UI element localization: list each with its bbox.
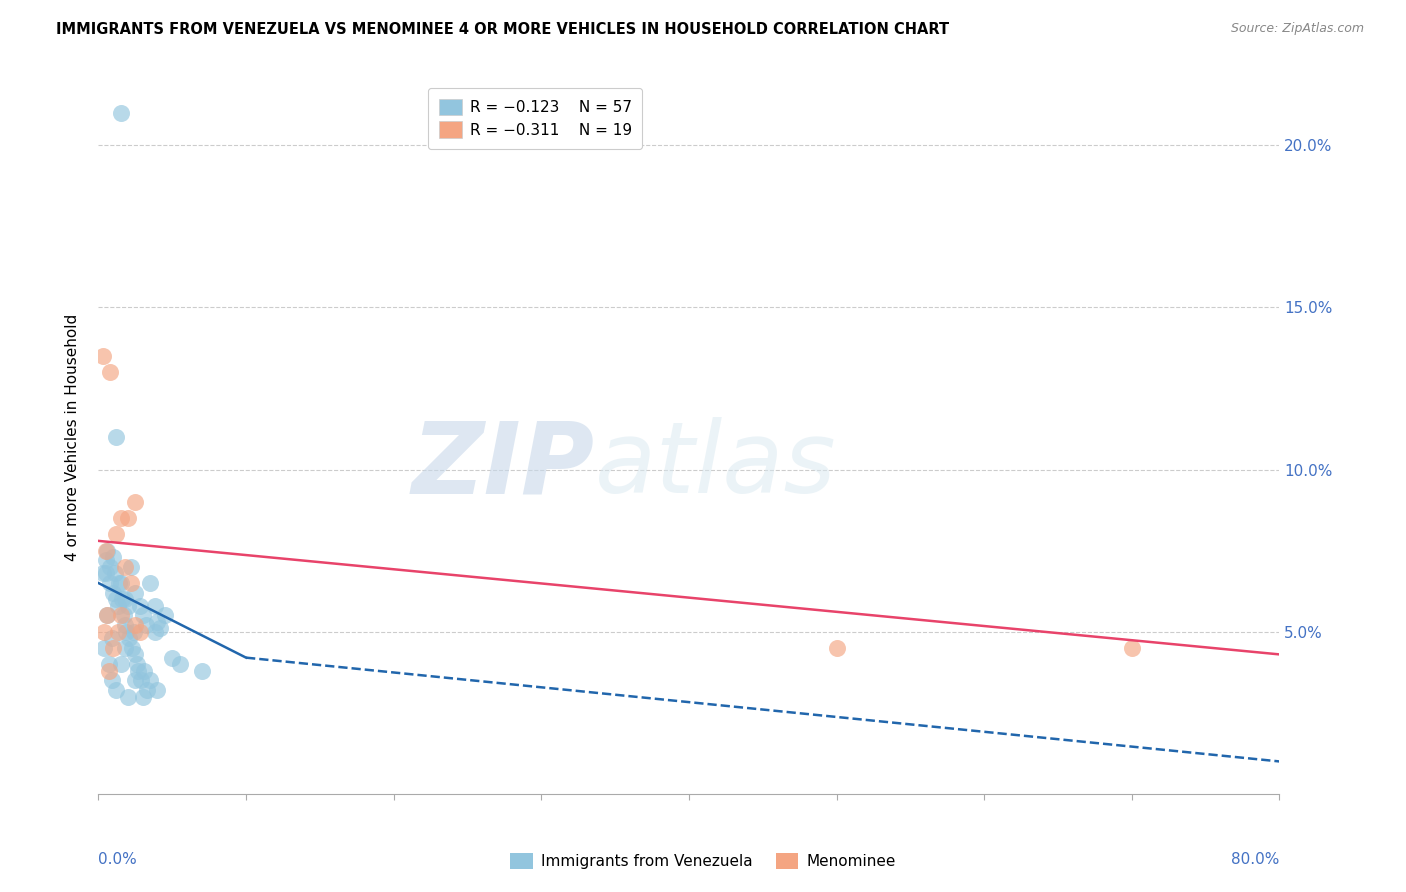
Point — [96, 543, 118, 558]
Point — [100, 631, 122, 645]
Point — [149, 622, 172, 636]
Point — [136, 683, 159, 698]
Text: IMMIGRANTS FROM VENEZUELA VS MENOMINEE 4 OR MORE VEHICLES IN HOUSEHOLD CORRELATI: IMMIGRANTS FROM VENEZUELA VS MENOMINEE 4… — [56, 22, 949, 37]
Text: 0.0%: 0.0% — [98, 852, 138, 867]
Point — [112, 608, 135, 623]
Point — [117, 511, 139, 525]
Point — [107, 624, 129, 639]
Point — [128, 624, 150, 639]
Point — [124, 586, 146, 600]
Point — [132, 608, 155, 623]
Legend: R = −0.123    N = 57, R = −0.311    N = 19: R = −0.123 N = 57, R = −0.311 N = 19 — [429, 88, 643, 149]
Point — [105, 527, 128, 541]
Y-axis label: 4 or more Vehicles in Household: 4 or more Vehicles in Household — [65, 313, 80, 561]
Point — [124, 618, 146, 632]
Point — [100, 673, 122, 688]
Point — [98, 365, 121, 379]
Point — [107, 599, 129, 613]
Point — [94, 543, 117, 558]
Point — [1121, 640, 1143, 655]
Point — [96, 608, 118, 623]
Point — [91, 566, 114, 581]
Point — [105, 683, 128, 698]
Point — [97, 664, 120, 678]
Point — [117, 599, 139, 613]
Point — [93, 640, 115, 655]
Point — [94, 553, 117, 567]
Point — [139, 576, 162, 591]
Point — [117, 690, 139, 704]
Point — [134, 664, 156, 678]
Point — [162, 650, 183, 665]
Point — [96, 608, 118, 623]
Point — [127, 664, 149, 678]
Point — [105, 592, 128, 607]
Point — [122, 624, 145, 639]
Point — [124, 673, 146, 688]
Point — [153, 608, 176, 623]
Point — [132, 690, 155, 704]
Point — [146, 615, 169, 629]
Text: Source: ZipAtlas.com: Source: ZipAtlas.com — [1230, 22, 1364, 36]
Point — [135, 618, 157, 632]
Point — [110, 608, 132, 623]
Point — [105, 430, 128, 444]
Point — [125, 657, 148, 672]
Point — [103, 550, 125, 565]
Point — [110, 105, 132, 120]
Point — [118, 631, 141, 645]
Text: ZIP: ZIP — [412, 417, 595, 514]
Point — [124, 648, 146, 662]
Point — [110, 576, 132, 591]
Point — [108, 576, 131, 591]
Point — [97, 657, 120, 672]
Point — [120, 559, 142, 574]
Point — [128, 599, 150, 613]
Point — [121, 640, 143, 655]
Point — [124, 495, 146, 509]
Point — [169, 657, 191, 672]
Point — [129, 673, 152, 688]
Point — [191, 664, 214, 678]
Point — [111, 592, 134, 607]
Point — [91, 349, 114, 363]
Point — [143, 624, 166, 639]
Point — [143, 599, 166, 613]
Point — [103, 586, 125, 600]
Legend: Immigrants from Venezuela, Menominee: Immigrants from Venezuela, Menominee — [505, 847, 901, 875]
Text: 80.0%: 80.0% — [1232, 852, 1279, 867]
Point — [120, 576, 142, 591]
Point — [114, 640, 136, 655]
Point — [825, 640, 848, 655]
Point — [110, 657, 132, 672]
Point — [98, 576, 121, 591]
Point — [98, 559, 121, 574]
Point — [114, 618, 136, 632]
Point — [146, 683, 169, 698]
Point — [139, 673, 162, 688]
Point — [94, 566, 117, 581]
Point — [114, 592, 136, 607]
Point — [103, 640, 125, 655]
Point — [93, 624, 115, 639]
Point — [115, 624, 138, 639]
Text: atlas: atlas — [595, 417, 837, 514]
Point — [110, 511, 132, 525]
Point — [114, 559, 136, 574]
Point — [104, 566, 127, 581]
